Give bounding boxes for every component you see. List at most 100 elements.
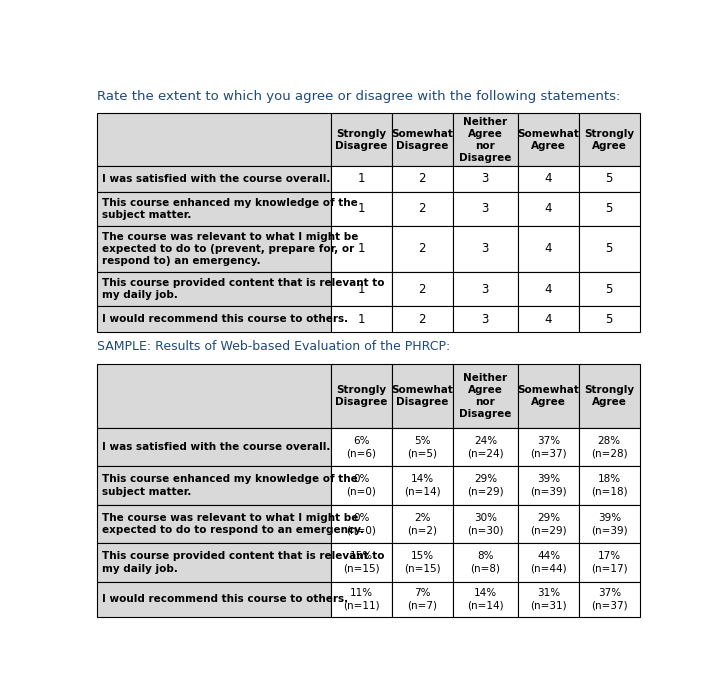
FancyBboxPatch shape (97, 166, 331, 192)
Text: This course provided content that is relevant to
my daily job.: This course provided content that is rel… (101, 551, 384, 573)
FancyBboxPatch shape (392, 581, 453, 617)
Text: 2%
(n=2): 2% (n=2) (407, 512, 437, 535)
Text: 5%
(n=5): 5% (n=5) (407, 435, 437, 458)
FancyBboxPatch shape (392, 543, 453, 581)
FancyBboxPatch shape (331, 306, 392, 332)
FancyBboxPatch shape (453, 272, 518, 306)
FancyBboxPatch shape (579, 114, 640, 166)
FancyBboxPatch shape (97, 306, 331, 332)
FancyBboxPatch shape (579, 306, 640, 332)
FancyBboxPatch shape (392, 364, 453, 428)
FancyBboxPatch shape (97, 192, 331, 226)
FancyBboxPatch shape (331, 364, 392, 428)
FancyBboxPatch shape (518, 466, 579, 504)
FancyBboxPatch shape (453, 428, 518, 466)
Text: 14%
(n=14): 14% (n=14) (404, 474, 441, 497)
FancyBboxPatch shape (453, 192, 518, 226)
Text: 0%
(n=0): 0% (n=0) (346, 512, 376, 535)
Text: 44%
(n=44): 44% (n=44) (531, 551, 567, 573)
FancyBboxPatch shape (453, 581, 518, 617)
Text: Strongly
Agree: Strongly Agree (584, 385, 634, 407)
Text: Somewhat
Agree: Somewhat Agree (518, 128, 580, 151)
Text: 24%
(n=24): 24% (n=24) (467, 435, 503, 458)
FancyBboxPatch shape (392, 428, 453, 466)
Text: 3: 3 (482, 202, 489, 216)
Text: 18%
(n=18): 18% (n=18) (591, 474, 628, 497)
FancyBboxPatch shape (579, 428, 640, 466)
Text: I was satisfied with the course overall.: I was satisfied with the course overall. (101, 174, 330, 184)
FancyBboxPatch shape (518, 581, 579, 617)
FancyBboxPatch shape (453, 364, 518, 428)
Text: 3: 3 (482, 312, 489, 326)
FancyBboxPatch shape (331, 466, 392, 504)
FancyBboxPatch shape (453, 466, 518, 504)
Text: 0%
(n=0): 0% (n=0) (346, 474, 376, 497)
Text: Somewhat
Disagree: Somewhat Disagree (391, 385, 453, 407)
Text: 28%
(n=28): 28% (n=28) (591, 435, 628, 458)
FancyBboxPatch shape (392, 192, 453, 226)
Text: 30%
(n=30): 30% (n=30) (467, 512, 503, 535)
Text: 6%
(n=6): 6% (n=6) (346, 435, 376, 458)
Text: 3: 3 (482, 283, 489, 295)
Text: This course provided content that is relevant to
my daily job.: This course provided content that is rel… (101, 278, 384, 300)
Text: Neither
Agree
nor
Disagree: Neither Agree nor Disagree (459, 117, 511, 163)
Text: 5: 5 (605, 283, 613, 295)
Text: 37%
(n=37): 37% (n=37) (531, 435, 567, 458)
Text: This course enhanced my knowledge of the
subject matter.: This course enhanced my knowledge of the… (101, 198, 358, 220)
FancyBboxPatch shape (518, 428, 579, 466)
FancyBboxPatch shape (97, 543, 331, 581)
FancyBboxPatch shape (331, 192, 392, 226)
FancyBboxPatch shape (331, 166, 392, 192)
FancyBboxPatch shape (579, 543, 640, 581)
Text: 3: 3 (482, 172, 489, 185)
FancyBboxPatch shape (579, 466, 640, 504)
FancyBboxPatch shape (518, 504, 579, 543)
FancyBboxPatch shape (97, 272, 331, 306)
FancyBboxPatch shape (331, 543, 392, 581)
Text: The course was relevant to what I might be
expected to do to (prevent, prepare f: The course was relevant to what I might … (101, 232, 358, 266)
FancyBboxPatch shape (579, 192, 640, 226)
FancyBboxPatch shape (392, 226, 453, 272)
FancyBboxPatch shape (518, 306, 579, 332)
FancyBboxPatch shape (518, 272, 579, 306)
FancyBboxPatch shape (518, 543, 579, 581)
Text: 5: 5 (605, 202, 613, 216)
FancyBboxPatch shape (518, 364, 579, 428)
FancyBboxPatch shape (579, 581, 640, 617)
FancyBboxPatch shape (518, 166, 579, 192)
FancyBboxPatch shape (392, 166, 453, 192)
Text: 4: 4 (545, 172, 552, 185)
FancyBboxPatch shape (453, 114, 518, 166)
FancyBboxPatch shape (453, 306, 518, 332)
Text: Somewhat
Agree: Somewhat Agree (518, 385, 580, 407)
Text: Strongly
Agree: Strongly Agree (584, 128, 634, 151)
FancyBboxPatch shape (392, 504, 453, 543)
Text: Strongly
Disagree: Strongly Disagree (335, 128, 388, 151)
FancyBboxPatch shape (518, 192, 579, 226)
FancyBboxPatch shape (453, 543, 518, 581)
Text: Strongly
Disagree: Strongly Disagree (335, 385, 388, 407)
Text: 2: 2 (418, 172, 426, 185)
Text: 31%
(n=31): 31% (n=31) (531, 588, 567, 610)
Text: Rate the extent to which you agree or disagree with the following statements:: Rate the extent to which you agree or di… (97, 91, 620, 103)
Text: 39%
(n=39): 39% (n=39) (591, 512, 628, 535)
Text: 5: 5 (605, 312, 613, 326)
Text: I was satisfied with the course overall.: I was satisfied with the course overall. (101, 442, 330, 452)
Text: 29%
(n=29): 29% (n=29) (467, 474, 503, 497)
Text: 3: 3 (482, 243, 489, 256)
FancyBboxPatch shape (97, 504, 331, 543)
FancyBboxPatch shape (97, 364, 331, 428)
Text: 2: 2 (418, 202, 426, 216)
Text: 1: 1 (358, 172, 365, 185)
Text: 1: 1 (358, 243, 365, 256)
FancyBboxPatch shape (331, 226, 392, 272)
FancyBboxPatch shape (579, 272, 640, 306)
FancyBboxPatch shape (97, 581, 331, 617)
FancyBboxPatch shape (579, 364, 640, 428)
FancyBboxPatch shape (392, 272, 453, 306)
Text: 2: 2 (418, 243, 426, 256)
FancyBboxPatch shape (331, 581, 392, 617)
FancyBboxPatch shape (97, 226, 331, 272)
Text: 5: 5 (605, 243, 613, 256)
Text: 17%
(n=17): 17% (n=17) (591, 551, 628, 573)
